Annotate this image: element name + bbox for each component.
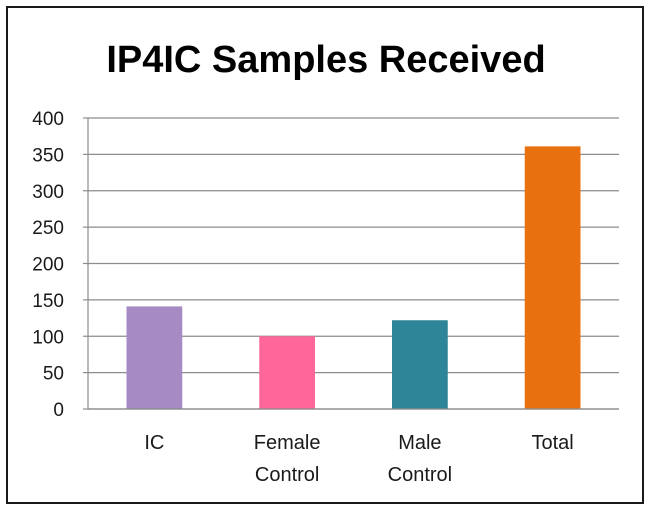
x-axis: IC Female Control Male Control Total (88, 408, 619, 486)
x-category-label: IC (144, 432, 164, 454)
y-tick-label: 0 (53, 400, 64, 421)
bar (259, 336, 316, 409)
x-category-label: Male (398, 432, 441, 454)
y-tick-label: 150 (32, 291, 64, 312)
bar (391, 320, 448, 409)
y-tick-label: 50 (43, 364, 64, 385)
bars (126, 146, 581, 409)
x-category-label: Control (388, 464, 452, 486)
y-tick-label: 350 (32, 145, 64, 166)
y-tick-label: 100 (32, 327, 64, 348)
chart-title: IP4IC Samples Received (106, 39, 545, 81)
bar (126, 306, 183, 409)
y-tick-label: 400 (32, 109, 64, 130)
y-tick-label: 250 (32, 218, 64, 239)
x-category-label: Total (532, 432, 574, 454)
y-tick-label: 200 (32, 255, 64, 276)
y-axis: 0 50 100 150 200 250 300 350 400 (32, 109, 89, 421)
y-tick-label: 300 (32, 182, 64, 203)
bar (524, 146, 581, 409)
x-category-label: Control (255, 464, 319, 486)
x-category-label: Female (254, 432, 321, 454)
